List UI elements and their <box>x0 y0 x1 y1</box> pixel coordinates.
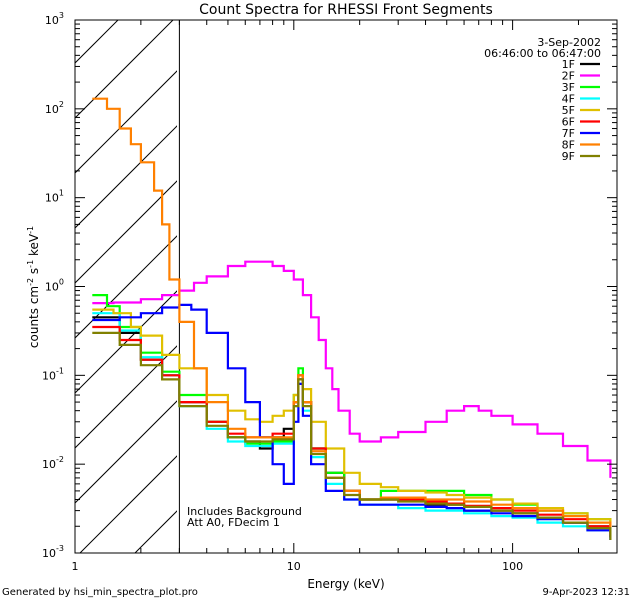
hatch-line <box>75 125 177 229</box>
y-tick-label: 101 <box>45 189 64 205</box>
hatch-line <box>0 20 8 553</box>
series-9F-line <box>92 331 612 540</box>
y-tick-label: 102 <box>45 100 64 116</box>
x-tick-label: 1 <box>72 560 79 573</box>
hatch-line <box>75 400 177 504</box>
footer-generated-by: Generated by hsi_min_spectra_plot.pro <box>2 587 198 598</box>
legend-label-8F: 8F <box>562 139 575 152</box>
legend-label-7F: 7F <box>562 127 575 140</box>
x-tick-label: 100 <box>502 560 523 573</box>
legend-label-4F: 4F <box>562 93 575 106</box>
legend-label-5F: 5F <box>562 104 575 117</box>
y-tick-label: 103 <box>45 11 64 27</box>
footer-timestamp: 9-Apr-2023 12:31 <box>543 587 630 598</box>
hatch-line <box>75 70 177 174</box>
series-2F-line <box>92 260 612 478</box>
legend-label-9F: 9F <box>562 150 575 163</box>
series-group <box>92 97 612 540</box>
y-tick-label: 10-2 <box>42 455 64 471</box>
legend-label-6F: 6F <box>562 116 575 129</box>
series-5F-line <box>92 308 612 531</box>
annotation-attenuator: Att A0, FDecim 1 <box>187 516 280 529</box>
hatch-line <box>79 455 177 553</box>
hatch-line <box>245 20 640 553</box>
series-7F-line <box>92 303 612 540</box>
background-hatch-region <box>0 20 640 553</box>
chart-title: Count Spectra for RHESSI Front Segments <box>199 2 493 18</box>
observation-time-range: 06:46:00 to 06:47:00 <box>484 47 601 60</box>
x-tick-label: 10 <box>287 560 301 573</box>
observation-date: 3-Sep-2002 <box>537 36 601 49</box>
y-tick-label: 10-1 <box>42 366 64 382</box>
legend-label-2F: 2F <box>562 70 575 83</box>
series-8F-line <box>92 97 612 535</box>
legend-label-3F: 3F <box>562 81 575 94</box>
axis-ticks: 1 10 100 10-3 10-2 10-1 100 101 102 103 <box>42 11 618 573</box>
series-6F-line <box>92 325 612 538</box>
hatch-line <box>75 290 177 394</box>
annotation-background: Includes Background <box>187 505 302 518</box>
hatch-line <box>75 235 177 339</box>
y-tick-label: 100 <box>45 278 64 294</box>
legend-label-1F: 1F <box>562 58 575 71</box>
y-axis-label: counts cm-2 s-1 keV-1 <box>26 226 41 348</box>
x-axis-label: Energy (keV) <box>307 577 384 591</box>
series-4F-line <box>92 312 612 540</box>
y-tick-label: 10-3 <box>42 544 64 560</box>
